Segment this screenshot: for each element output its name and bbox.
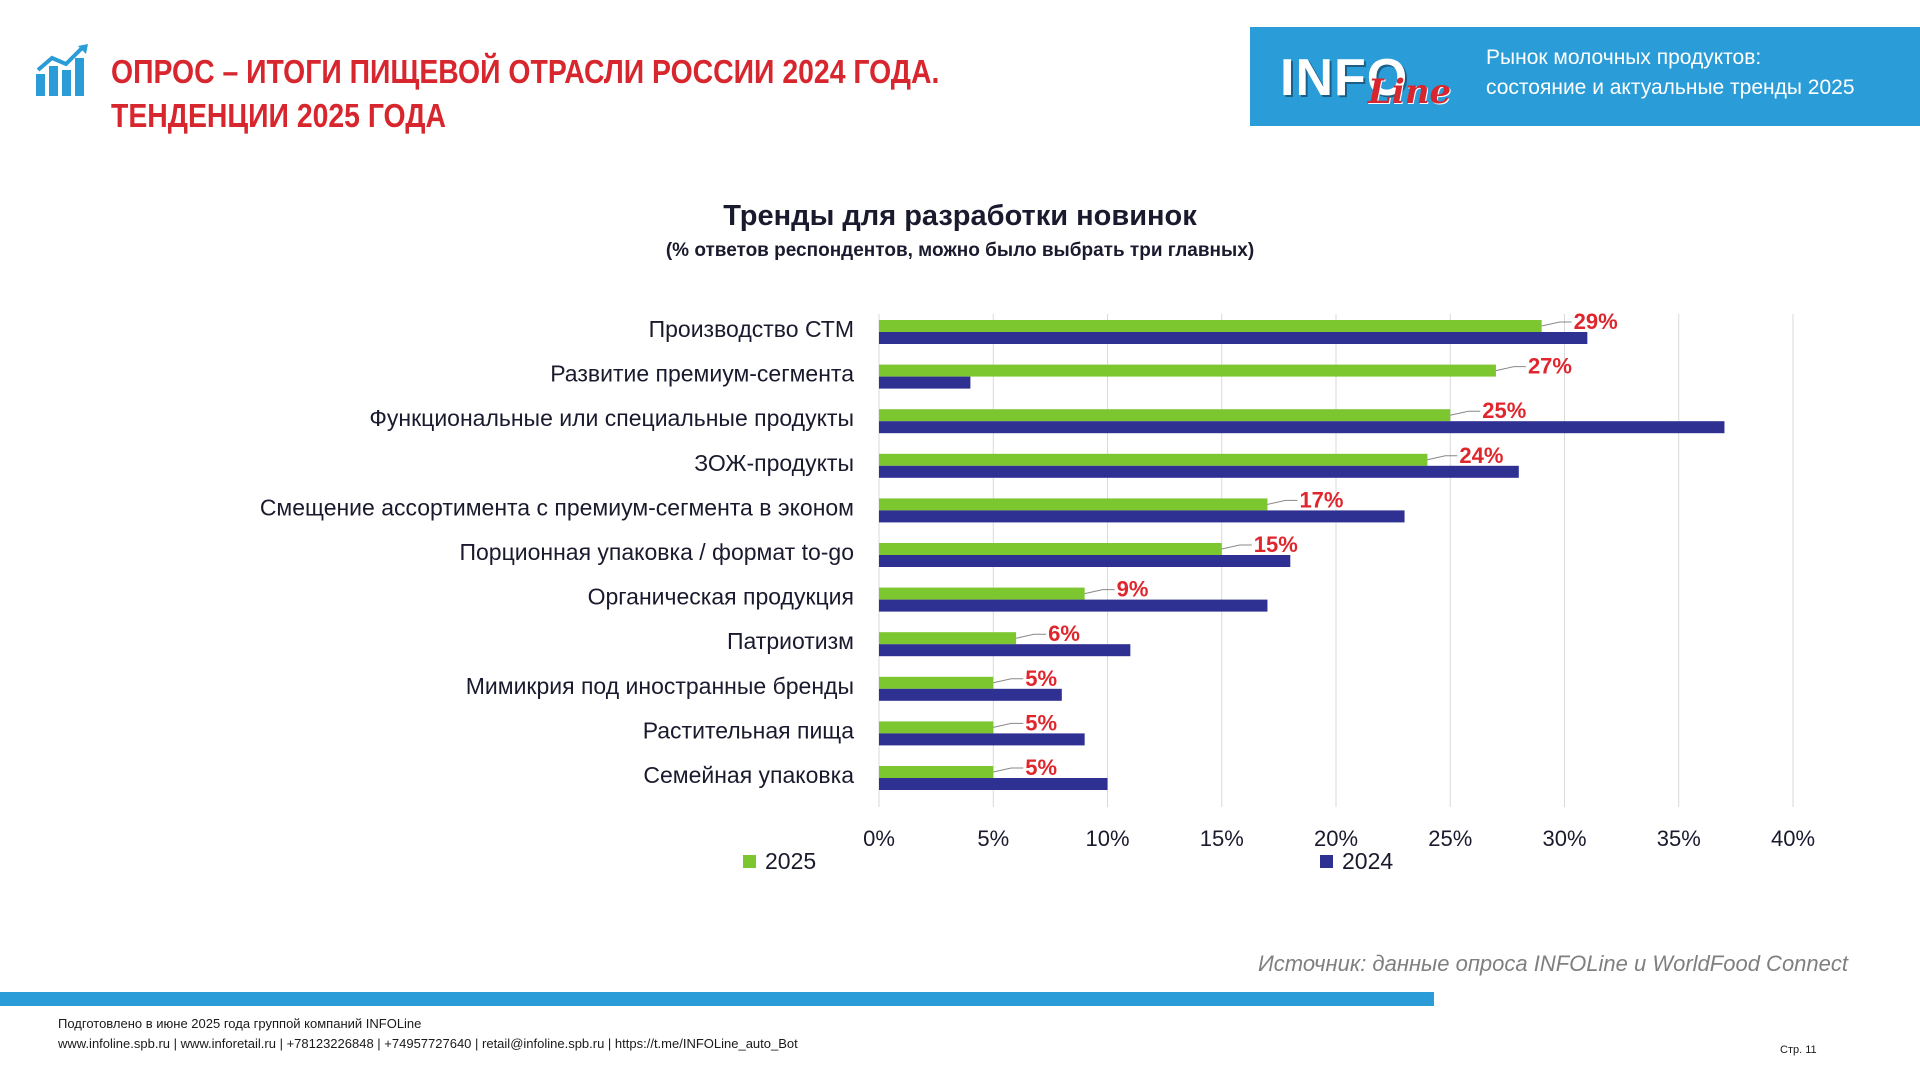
x-tick-label: 40% (1771, 826, 1815, 851)
bar-2024 (879, 421, 1725, 434)
bar-2025 (879, 632, 1017, 645)
bar-2025 (879, 364, 1496, 377)
bar-2025 (879, 587, 1085, 600)
footer-prepared: Подготовлено в июне 2025 года группой ко… (58, 1016, 422, 1031)
data-label-leader (993, 767, 1024, 773)
x-tick-label: 25% (1428, 826, 1472, 851)
category-label: Мимикрия под иностранные бренды (466, 673, 854, 699)
category-label: Смещение ассортимента с премиум-сегмента… (260, 494, 854, 520)
bar-2025 (879, 498, 1268, 511)
x-tick-label: 5% (977, 826, 1009, 851)
data-label-leader (993, 678, 1024, 684)
category-label: Порционная упаковка / формат to-go (459, 539, 854, 565)
data-label: 5% (1025, 710, 1057, 735)
bar-2024 (879, 465, 1519, 478)
data-label: 15% (1254, 532, 1298, 557)
x-tick-label: 20% (1314, 826, 1358, 851)
infoline-logo: INFO Line (1280, 45, 1480, 112)
banner-caption-line1: Рынок молочных продуктов: (1486, 46, 1762, 69)
logo-line-text: Line (1368, 72, 1452, 112)
bar-2025 (879, 543, 1222, 555)
footer-bar (0, 992, 1434, 1006)
bar-2024 (879, 332, 1588, 344)
bar-2024 (879, 733, 1085, 746)
bar-2024 (879, 376, 971, 389)
bar-2024 (879, 778, 1108, 790)
page-title-line2: ТЕНДЕНЦИИ 2025 ГОДА (111, 97, 446, 134)
banner-caption-line2: состояние и актуальные тренды 2025 (1486, 76, 1855, 99)
banner-caption: Рынок молочных продуктов: состояние и ак… (1486, 43, 1855, 103)
bar-2025 (879, 320, 1542, 332)
data-label-leader (1427, 455, 1458, 461)
data-label: 9% (1117, 577, 1149, 602)
bar-2024 (879, 644, 1131, 657)
chart-logo-icon (36, 44, 88, 96)
legend-label-2024: 2024 (1342, 848, 1393, 874)
header-banner: INFO Line Рынок молочных продуктов: сост… (1250, 27, 1920, 126)
data-label-leader (993, 722, 1024, 728)
bar-2024 (879, 599, 1268, 612)
category-label: Патриотизм (727, 628, 854, 654)
data-label: 6% (1048, 621, 1080, 646)
data-label: 29% (1574, 309, 1618, 334)
data-label: 5% (1025, 666, 1057, 691)
chart-title: Тренды для разработки новинок (723, 200, 1197, 232)
page-number: Стр. 11 (1780, 1044, 1817, 1056)
category-label: Органическая продукция (588, 584, 854, 610)
data-label-leader (1495, 366, 1526, 372)
bar-2025 (879, 721, 994, 734)
legend-label-2025: 2025 (765, 848, 816, 874)
x-tick-label: 15% (1200, 826, 1244, 851)
category-label: ЗОЖ-продукты (694, 450, 854, 476)
data-label-leader (1084, 589, 1115, 595)
data-label: 24% (1459, 443, 1503, 468)
category-label: Семейная упаковка (643, 762, 854, 788)
category-label: Развитие премиум-сегмента (550, 361, 854, 387)
logo-info-text: INFO (1280, 49, 1409, 107)
bar-2025 (879, 409, 1451, 422)
category-label: Функциональные или специальные продукты (369, 405, 854, 431)
footer-contacts: www.infoline.spb.ru | www.inforetail.ru … (58, 1036, 798, 1051)
x-tick-label: 10% (1085, 826, 1129, 851)
bar-2025 (879, 766, 994, 778)
data-label: 17% (1299, 487, 1343, 512)
data-label: 25% (1482, 398, 1526, 423)
data-label-leader (1015, 633, 1047, 639)
category-label: Растительная пища (643, 717, 855, 743)
bar-2025 (879, 676, 994, 689)
category-label: Производство СТМ (649, 316, 854, 342)
chart-subtitle: (% ответов респондентов, можно было выбр… (665, 240, 1255, 261)
page-title-line1: ОПРОС – ИТОГИ ПИЩЕВОЙ ОТРАСЛИ РОССИИ 202… (111, 53, 940, 90)
x-tick-label: 30% (1542, 826, 1586, 851)
page-title: ОПРОС – ИТОГИ ПИЩЕВОЙ ОТРАСЛИ РОССИИ 202… (111, 50, 939, 138)
source-note: Источник: данные опроса INFOLine и World… (1258, 951, 1848, 976)
data-label: 5% (1025, 755, 1057, 780)
data-label-leader (1541, 321, 1572, 327)
bar-2024 (879, 688, 1062, 701)
data-label-leader (1450, 410, 1481, 416)
data-label-leader (1267, 499, 1298, 505)
bar-2024 (879, 510, 1405, 523)
bar-2024 (879, 555, 1291, 567)
x-tick-label: 0% (863, 826, 895, 851)
data-label: 27% (1528, 354, 1572, 379)
x-tick-label: 35% (1657, 826, 1701, 851)
data-label-leader (1221, 544, 1252, 550)
legend-swatch-2025 (743, 855, 756, 868)
bar-2025 (879, 453, 1428, 466)
legend-swatch-2024 (1320, 855, 1333, 868)
